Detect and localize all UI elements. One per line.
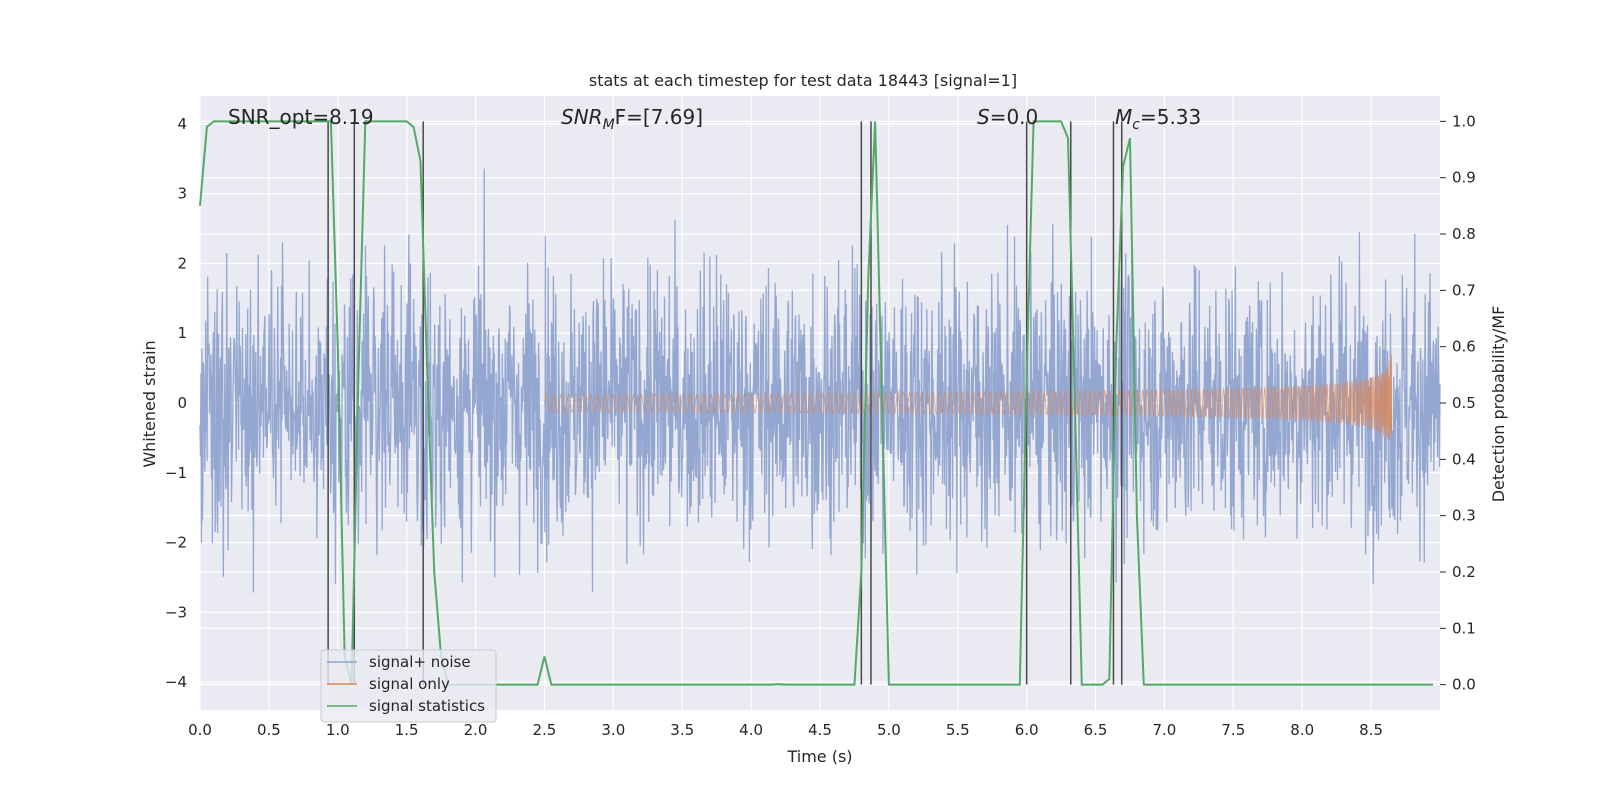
x-axis-ticks: 0.0 0.5 1.0 1.5 2.0 2.5 3.0 3.5 4.0 4.5 5.0 5.5 6.0 6… xyxy=(188,721,1383,739)
legend-label-signal: signal only xyxy=(369,675,450,693)
x-tick-label: 2.0 xyxy=(464,721,488,739)
signal-noise-series xyxy=(199,168,1441,593)
y-tick-label-left: −3 xyxy=(165,603,187,621)
y-tick-label-left: −2 xyxy=(165,534,187,552)
x-tick-label: 5.0 xyxy=(877,721,901,739)
y-tick-label-left: −4 xyxy=(165,673,187,691)
signal-only-trace xyxy=(544,354,1393,441)
annotation-snr-opt: SNR_opt=8.19 xyxy=(228,105,374,129)
y-tick-label-right: 0.9 xyxy=(1452,169,1476,187)
x-tick-label: 0.0 xyxy=(188,721,212,739)
legend: signal+ noise signal only signal statist… xyxy=(320,649,497,723)
noise-trace xyxy=(199,168,1441,593)
y-tick-label-right: 0.0 xyxy=(1452,676,1476,694)
y-tick-label-right: 0.3 xyxy=(1452,507,1476,525)
y-tick-label-left: 2 xyxy=(177,254,187,272)
annotation-s-main: S xyxy=(977,105,990,129)
y-tick-label-left: 0 xyxy=(177,394,187,412)
annotation-snr-mf-rest: F=[7.69] xyxy=(615,105,703,129)
x-tick-label: 8.0 xyxy=(1290,721,1314,739)
x-tick-label: 4.5 xyxy=(808,721,832,739)
x-tick-label: 8.5 xyxy=(1359,721,1383,739)
x-tick-label: 6.0 xyxy=(1015,721,1039,739)
annotation-s-rest: =0.0 xyxy=(990,105,1039,129)
y-axis-right-label: Detection probability/MF xyxy=(1489,306,1508,503)
y-tick-label-left: 4 xyxy=(177,115,187,133)
annotation-mc: Mc=5.33 xyxy=(1115,105,1201,133)
legend-box xyxy=(320,649,497,723)
x-tick-label: 2.5 xyxy=(533,721,557,739)
x-tick-label: 7.5 xyxy=(1221,721,1245,739)
y-tick-label-right: 0.8 xyxy=(1452,225,1476,243)
annotation-mc-sub: c xyxy=(1132,117,1140,133)
y-tick-label-right: 0.2 xyxy=(1452,563,1476,581)
annotation-mc-rest: =5.33 xyxy=(1140,105,1201,129)
annotation-snr-mf: SNRMF=[7.69] xyxy=(561,105,703,133)
annotation-snr-mf-sub: M xyxy=(603,117,615,133)
chart-title: stats at each timestep for test data 184… xyxy=(589,71,1017,90)
legend-label-noise: signal+ noise xyxy=(369,653,471,671)
y-tick-label-right: 1.0 xyxy=(1452,112,1476,130)
x-tick-label: 5.5 xyxy=(946,721,970,739)
y-axis-left-label: Whitened strain xyxy=(140,340,159,467)
y-tick-label-right: 0.4 xyxy=(1452,450,1476,468)
y-tick-label-left: −1 xyxy=(165,464,187,482)
x-tick-label: 6.5 xyxy=(1084,721,1108,739)
y-axis-right-ticks: 0.0 0.1 0.2 0.3 0.4 0.5 0.6 0.7 0.8 0.9 1.0 xyxy=(1440,112,1476,694)
x-tick-label: 3.5 xyxy=(670,721,694,739)
x-axis-label: Time (s) xyxy=(786,747,852,766)
x-tick-label: 0.5 xyxy=(257,721,281,739)
x-tick-label: 3.0 xyxy=(601,721,625,739)
x-tick-label: 7.0 xyxy=(1153,721,1177,739)
y-tick-label-right: 0.1 xyxy=(1452,619,1476,637)
y-tick-label-right: 0.7 xyxy=(1452,281,1476,299)
legend-label-statistics: signal statistics xyxy=(369,697,485,715)
annotation-mc-main: M xyxy=(1115,105,1132,129)
y-axis-left-ticks: −4 −3 −2 −1 0 1 2 3 4 xyxy=(165,115,187,691)
annotation-s: S=0.0 xyxy=(977,105,1038,129)
x-tick-label: 1.0 xyxy=(326,721,350,739)
signal-only-series xyxy=(544,354,1393,441)
signal-statistics-series xyxy=(199,120,1434,686)
y-tick-label-right: 0.5 xyxy=(1452,394,1476,412)
x-tick-label: 1.5 xyxy=(395,721,419,739)
x-tick-label: 4.0 xyxy=(739,721,763,739)
y-tick-label-right: 0.6 xyxy=(1452,338,1476,356)
y-tick-label-left: 3 xyxy=(177,185,187,203)
annotation-snr-mf-main: SNR xyxy=(561,105,603,129)
y-tick-label-left: 1 xyxy=(177,324,187,342)
signal-statistics-trace xyxy=(199,120,1434,686)
